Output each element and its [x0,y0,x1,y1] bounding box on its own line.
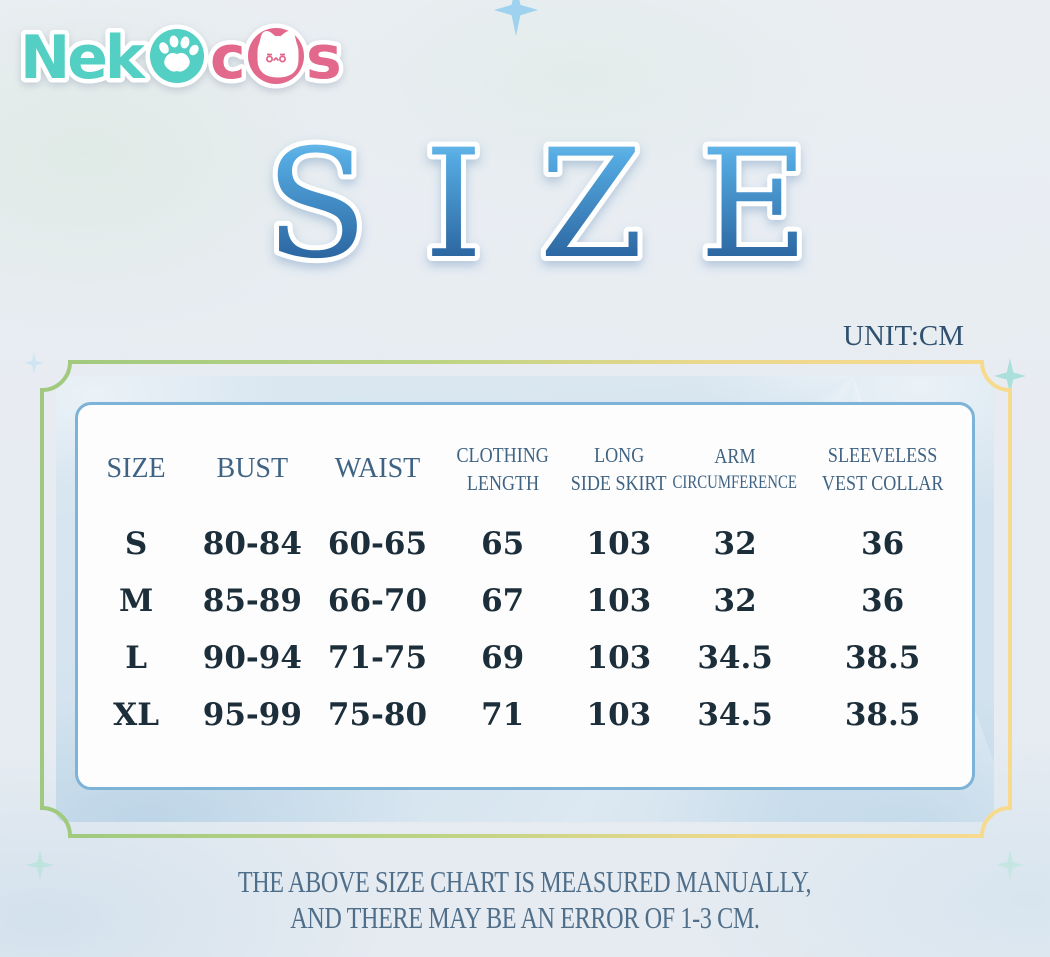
decorative-frame [40,360,1012,838]
table-cell: 85-89 [202,582,302,619]
table-cell: 67 [481,582,525,619]
column-header-bust: BUST [216,453,289,484]
column-header-size: SIZE [106,453,166,484]
paw-icon [145,24,209,88]
table-cell: 60-65 [327,525,428,562]
table-cell: 65 [481,525,525,562]
table-cell: 38.5 [844,696,921,733]
column-header-waist: WAIST [334,453,421,484]
table-cell: 75-80 [327,696,428,733]
brand-text-s: s [306,23,342,93]
disclaimer-line-1: THE ABOVE SIZE CHART IS MEASURED MANUALL… [238,864,812,899]
table-cell: S [124,525,148,562]
brand-text-c: c [210,23,246,93]
brand-text-nek: Nek [20,23,147,93]
table-cell: 66-70 [327,582,428,619]
cat-face-icon [243,23,309,89]
table-cell: 80-84 [202,525,302,562]
table-cell: 38.5 [844,639,921,676]
table-cell: 90-94 [202,639,302,676]
table-cell: XL [113,696,160,733]
table-cell: L [125,639,147,676]
table-cell: 95-99 [202,696,302,733]
measurement-disclaimer: THE ABOVE SIZE CHART IS MEASURED MANUALL… [0,864,1050,936]
page-title-text: SIZE [265,118,865,292]
table-cell: 103 [586,639,652,676]
brand-logo: Nek c [14,10,359,102]
column-header-sleeveless-vest-collar: SLEEVELESS VEST COLLAR [821,442,944,495]
table-cell: 36 [861,582,905,619]
table-cell: 71 [481,696,525,733]
table-cell: 69 [481,639,525,676]
column-header-long-side-skirt: LONG SIDE SKIRT [570,442,667,495]
unit-label: UNIT:CM [843,320,964,352]
table-cell: 34.5 [697,696,773,733]
table-cell: 103 [586,525,652,562]
table-cell: M [118,582,154,619]
sparkle-icon [494,0,538,36]
table-cell: 32 [713,525,757,562]
table-cell: 103 [586,696,652,733]
disclaimer-line-2: AND THERE MAY BE AN ERROR OF 1-3 CM. [290,900,760,935]
table-cell: 71-75 [327,639,428,676]
table-cell: 34.5 [697,639,773,676]
table-cell: 36 [861,525,905,562]
column-header-clothing-length: CLOTHING LENGTH [456,442,549,495]
table-cell: 32 [713,582,757,619]
size-table: SIZE BUST WAIST CLOTHING LENGTH LONG SID… [75,402,975,790]
table-cell: 103 [586,582,652,619]
column-header-arm-circumference: ARM CIRCUMFERENCE [672,444,798,494]
size-table-grid: SIZE BUST WAIST CLOTHING LENGTH LONG SID… [78,405,972,787]
